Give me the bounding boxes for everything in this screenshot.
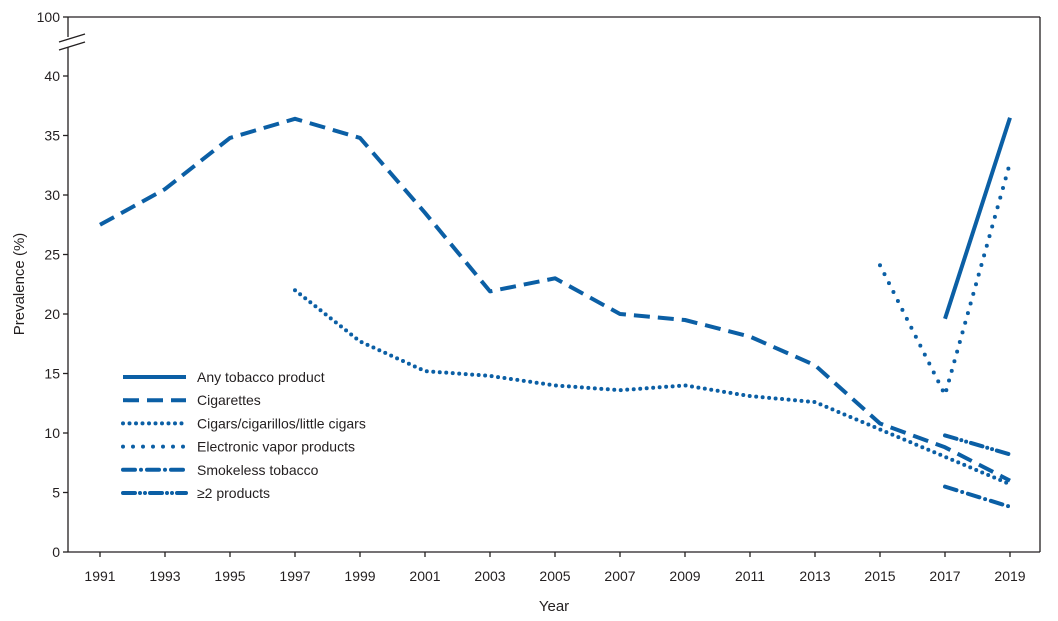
series-line bbox=[293, 288, 1012, 487]
x-tick-label: 1991 bbox=[84, 568, 115, 584]
y-tick-label: 40 bbox=[44, 68, 60, 84]
x-axis-ticks: 1991 1993 1995 1997 1999 2001 2003 2005 2007 2009… bbox=[84, 552, 1026, 584]
legend-label: Cigars/cigarillos/little cigars bbox=[197, 415, 366, 431]
x-axis-title: Year bbox=[539, 598, 569, 615]
legend-label: ≥2 products bbox=[197, 485, 270, 501]
x-tick-label: 1997 bbox=[279, 568, 310, 584]
series-line bbox=[943, 484, 1012, 509]
y-tick-label: 25 bbox=[44, 247, 60, 263]
x-tick-label: 1993 bbox=[149, 568, 180, 584]
y-axis-title: Prevalence (%) bbox=[11, 233, 28, 336]
x-tick-label: 1999 bbox=[344, 568, 375, 584]
y-tick-label: 30 bbox=[44, 187, 60, 203]
x-tick-label: 2011 bbox=[735, 568, 765, 584]
y-axis-break-mark-lower bbox=[58, 41, 86, 51]
y-tick-label: 35 bbox=[44, 128, 60, 144]
x-tick-label: 2013 bbox=[799, 568, 830, 584]
legend-label: Any tobacco product bbox=[197, 369, 325, 385]
series-line bbox=[878, 160, 1012, 397]
y-tick-label: 0 bbox=[52, 544, 60, 560]
legend-label: Smokeless tobacco bbox=[197, 462, 319, 478]
series-lines bbox=[99, 116, 1012, 509]
x-tick-label: 2005 bbox=[539, 568, 570, 584]
y-axis-break-mark-upper bbox=[58, 33, 86, 43]
x-tick-label: 2017 bbox=[929, 568, 960, 584]
x-tick-label: 2019 bbox=[994, 568, 1025, 584]
x-tick-label: 2007 bbox=[604, 568, 635, 584]
y-tick-label: 20 bbox=[44, 306, 60, 322]
legend-label: Cigarettes bbox=[197, 392, 261, 408]
x-tick-label: 2009 bbox=[669, 568, 700, 584]
y-tick-label: 5 bbox=[52, 485, 60, 501]
x-tick-label: 2003 bbox=[474, 568, 505, 584]
series-line bbox=[943, 117, 1012, 320]
y-tick-label: 10 bbox=[44, 425, 60, 441]
legend-label: Electronic vapor products bbox=[197, 439, 355, 455]
y-tick-label-100: 100 bbox=[37, 9, 61, 25]
y-tick-label: 15 bbox=[44, 366, 60, 382]
series-line bbox=[943, 433, 1012, 457]
y-axis-ticks: 0 5 10 15 20 25 30 35 40 bbox=[44, 68, 68, 560]
x-tick-label: 2001 bbox=[409, 568, 440, 584]
x-tick-label: 2015 bbox=[864, 568, 895, 584]
x-tick-label: 1995 bbox=[214, 568, 245, 584]
legend: Any tobacco product Cigarettes Cigars/ciga… bbox=[121, 369, 366, 501]
